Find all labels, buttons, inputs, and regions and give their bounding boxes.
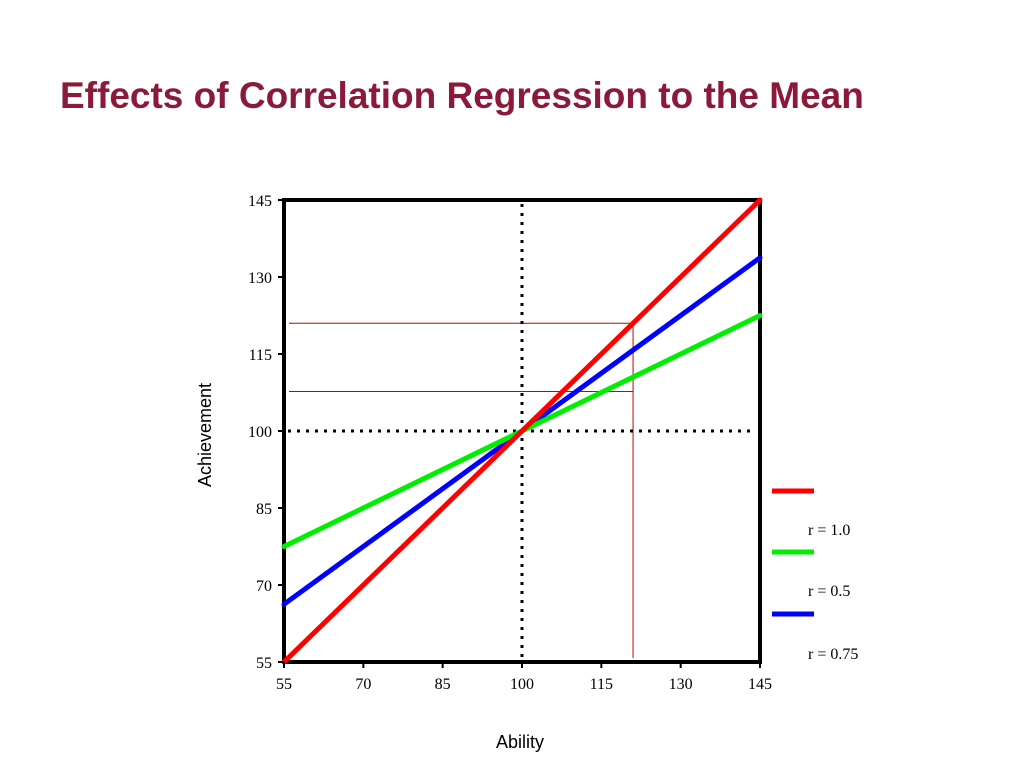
- legend-label: r = 1.0: [808, 522, 850, 539]
- x-tick-label: 130: [669, 676, 693, 693]
- y-axis-title: Achievement: [195, 383, 215, 487]
- x-tick-label: 70: [355, 676, 371, 693]
- x-tick-label: 145: [748, 676, 772, 693]
- y-tick-label: 85: [256, 501, 272, 518]
- legend-label: r = 0.75: [808, 646, 858, 663]
- y-tick-label: 115: [249, 347, 272, 364]
- x-tick-label: 55: [276, 676, 292, 693]
- legend: r = 1.0 r = 0.5 r = 0.75: [772, 488, 858, 663]
- y-tick-label: 130: [248, 270, 272, 287]
- y-tick-label: 100: [248, 424, 272, 441]
- x-tick-label: 85: [435, 676, 451, 693]
- tick-labels: 55 70 85 100 115 130 145 55 70 85 100 115 130 145: [248, 193, 772, 693]
- legend-label: r = 0.5: [808, 583, 850, 600]
- x-tick-label: 100: [510, 676, 534, 693]
- x-axis-title: Ability: [496, 732, 544, 752]
- x-tick-label: 115: [590, 676, 613, 693]
- y-tick-label: 70: [256, 578, 272, 595]
- slide-title: Effects of Correlation Regression to the…: [60, 75, 864, 116]
- y-tick-label: 145: [248, 193, 272, 210]
- series-lines: [281, 197, 763, 665]
- y-tick-label: 55: [256, 655, 272, 672]
- series-line-0: [281, 197, 763, 665]
